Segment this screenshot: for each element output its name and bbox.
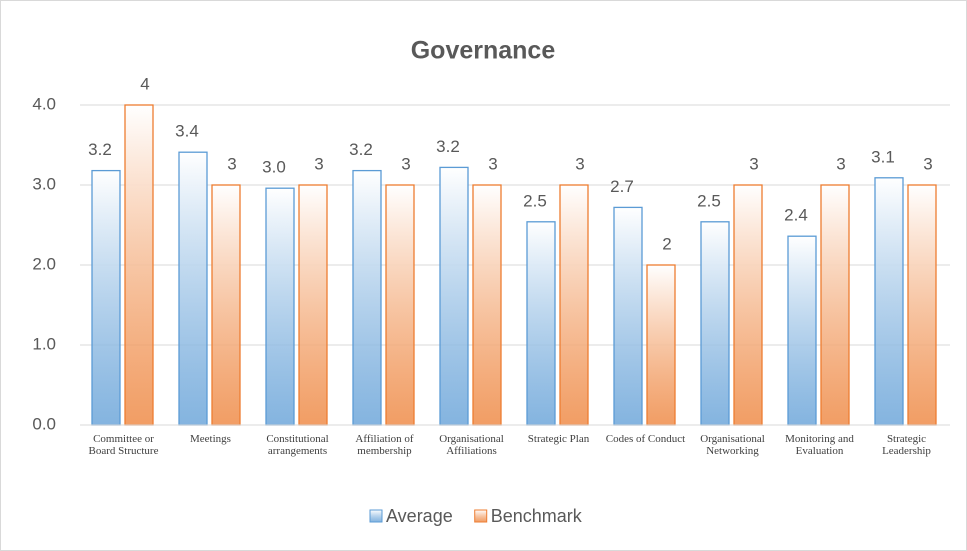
- bar: [907, 184, 937, 426]
- bar: [265, 187, 295, 426]
- data-label: 3.0: [262, 158, 286, 177]
- bar: [787, 235, 817, 426]
- bar: [472, 184, 502, 426]
- data-label: 2.5: [697, 191, 721, 210]
- data-label: 2.4: [784, 206, 808, 225]
- x-tick-label: Codes of Conduct: [605, 433, 686, 445]
- y-tick-label: 2.0: [32, 254, 56, 273]
- x-tick-label: Organisational Affiliations: [439, 433, 504, 457]
- bar: [439, 166, 469, 426]
- bar: [820, 184, 850, 426]
- data-label: 2.5: [523, 191, 547, 210]
- legend-swatch: [474, 509, 488, 523]
- bar: [211, 184, 241, 426]
- data-label: 2: [662, 234, 671, 253]
- chart-title: Governance: [411, 37, 556, 65]
- data-label: 3.1: [871, 147, 895, 166]
- bar: [385, 184, 415, 426]
- x-tick-label: Strategic Leadership: [882, 433, 931, 457]
- data-label: 3: [836, 154, 845, 173]
- data-label: 3.2: [349, 140, 373, 159]
- x-tick-label: Monitoring and Evaluation: [785, 433, 854, 457]
- x-tick-label: Meetings: [190, 433, 231, 445]
- data-label: 3: [923, 154, 932, 173]
- bar: [733, 184, 763, 426]
- data-label: 3: [488, 154, 497, 173]
- data-label: 3: [227, 154, 236, 173]
- x-tick-label: Strategic Plan: [527, 433, 590, 445]
- x-tick-label: Affiliation of membership: [355, 433, 414, 457]
- data-label: 3.2: [88, 140, 112, 159]
- data-label: 3: [401, 154, 410, 173]
- bar: [700, 221, 730, 426]
- bar: [124, 104, 154, 426]
- legend-label: Benchmark: [491, 506, 583, 526]
- bar: [178, 151, 208, 426]
- y-tick-label: 0.0: [32, 414, 56, 433]
- x-tick-label: Organisational Networking: [700, 433, 765, 457]
- data-label: 4: [140, 74, 149, 93]
- bar: [352, 169, 382, 426]
- data-label: 3: [314, 154, 323, 173]
- data-label: 3: [575, 154, 584, 173]
- x-tick-label: Committee or Board Structure: [88, 433, 159, 457]
- legend-swatch: [369, 509, 383, 523]
- bar: [91, 169, 121, 426]
- y-tick-label: 4.0: [32, 94, 56, 113]
- data-label: 3: [749, 154, 758, 173]
- data-label: 3.4: [175, 122, 199, 141]
- x-tick-label: Constitutional arrangements: [266, 433, 329, 457]
- data-label: 3.2: [436, 137, 460, 156]
- y-tick-label: 3.0: [32, 174, 56, 193]
- bar: [298, 184, 328, 426]
- legend-label: Average: [386, 506, 453, 526]
- y-tick-label: 1.0: [32, 334, 56, 353]
- bar: [874, 177, 904, 426]
- data-label: 2.7: [610, 177, 634, 196]
- bar: [646, 264, 676, 426]
- bar: [613, 206, 643, 426]
- bar: [526, 221, 556, 426]
- bar: [559, 184, 589, 426]
